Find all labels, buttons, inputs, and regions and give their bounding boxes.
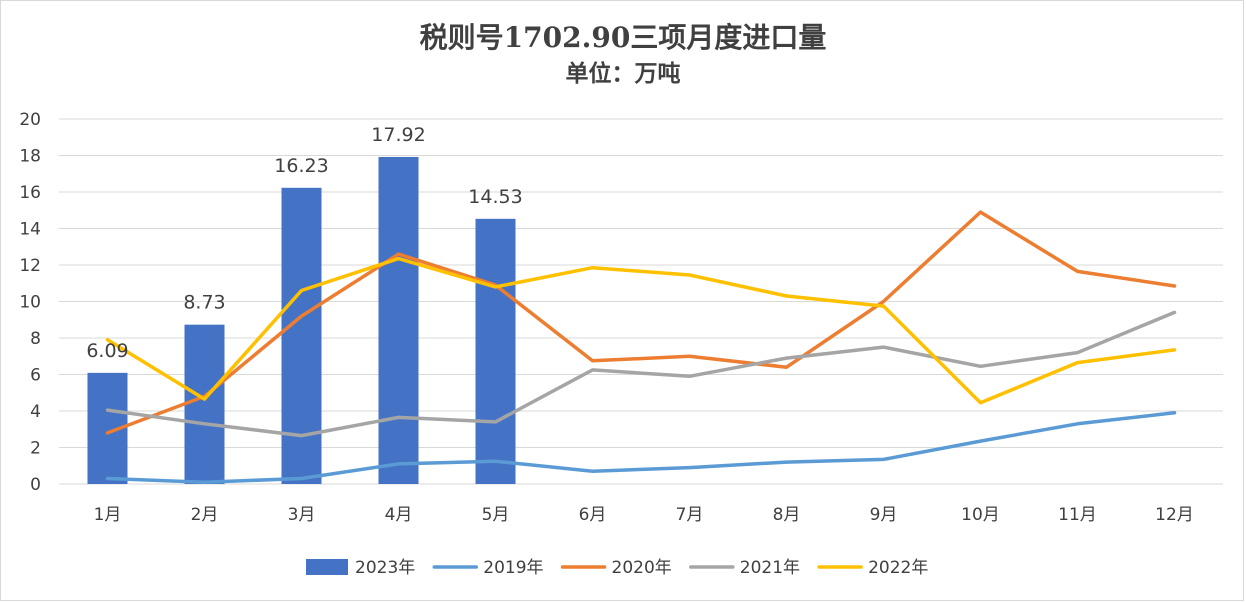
bar-data-label: 14.53 [468,186,522,208]
y-tick-label: 14 [19,220,41,240]
chart-title: 税则号1702.90三项月度进口量 [420,21,827,54]
y-tick-label: 2 [30,439,41,459]
x-tick-label: 5月 [482,505,510,525]
x-tick-label: 12月 [1155,505,1194,525]
y-tick-label: 0 [30,475,41,495]
legend-label: 2020年 [612,558,672,578]
x-tick-label: 3月 [288,505,316,525]
x-tick-label: 9月 [870,505,898,525]
y-tick-label: 4 [30,402,41,422]
y-tick-label: 20 [19,110,41,130]
x-tick-label: 11月 [1058,505,1097,525]
y-tick-label: 12 [19,256,41,276]
bar [378,156,419,484]
x-tick-label: 6月 [579,505,607,525]
y-tick-label: 16 [19,183,41,203]
x-tick-label: 7月 [676,505,704,525]
legend-label: 2021年 [740,558,800,578]
legend-label: 2022年 [868,558,928,578]
y-tick-label: 10 [19,293,41,313]
data-label-layer: 6.09 8.73 16.23 17.92 14.53 [86,124,522,362]
y-tick-label: 8 [30,329,41,349]
y-axis-ticks: 0 2 4 6 8 10 12 14 16 18 20 [19,110,41,495]
series-line [105,411,1177,484]
bar-data-label: 17.92 [371,124,425,146]
chart-subtitle: 单位：万吨 [566,60,681,87]
legend-swatch-bar [306,559,348,575]
x-tick-label: 2月 [191,505,219,525]
bar-data-label: 8.73 [183,292,225,314]
x-tick-label: 4月 [385,505,413,525]
line-layer [105,210,1177,484]
bar [281,187,322,485]
series-line [105,310,1177,438]
legend-label: 2019年 [483,558,543,578]
series-line [105,210,1177,435]
bar [475,218,516,484]
bar-data-label: 6.09 [86,340,128,362]
series-line [105,256,1177,405]
legend-label: 2023年 [355,558,415,578]
x-tick-label: 1月 [94,505,122,525]
bar [184,324,225,484]
x-axis-ticks: 1月 2月 3月 4月 5月 6月 7月 8月 9月 10月 11月 12月 [94,505,1194,525]
x-tick-label: 8月 [773,505,801,525]
grid-layer [59,118,1223,485]
x-tick-label: 10月 [961,505,1000,525]
y-tick-label: 6 [30,366,41,386]
y-tick-label: 18 [19,147,41,167]
legend: 2023年 2019年 2020年 2021年 2022年 [306,558,928,578]
bar-data-label: 16.23 [274,155,328,177]
